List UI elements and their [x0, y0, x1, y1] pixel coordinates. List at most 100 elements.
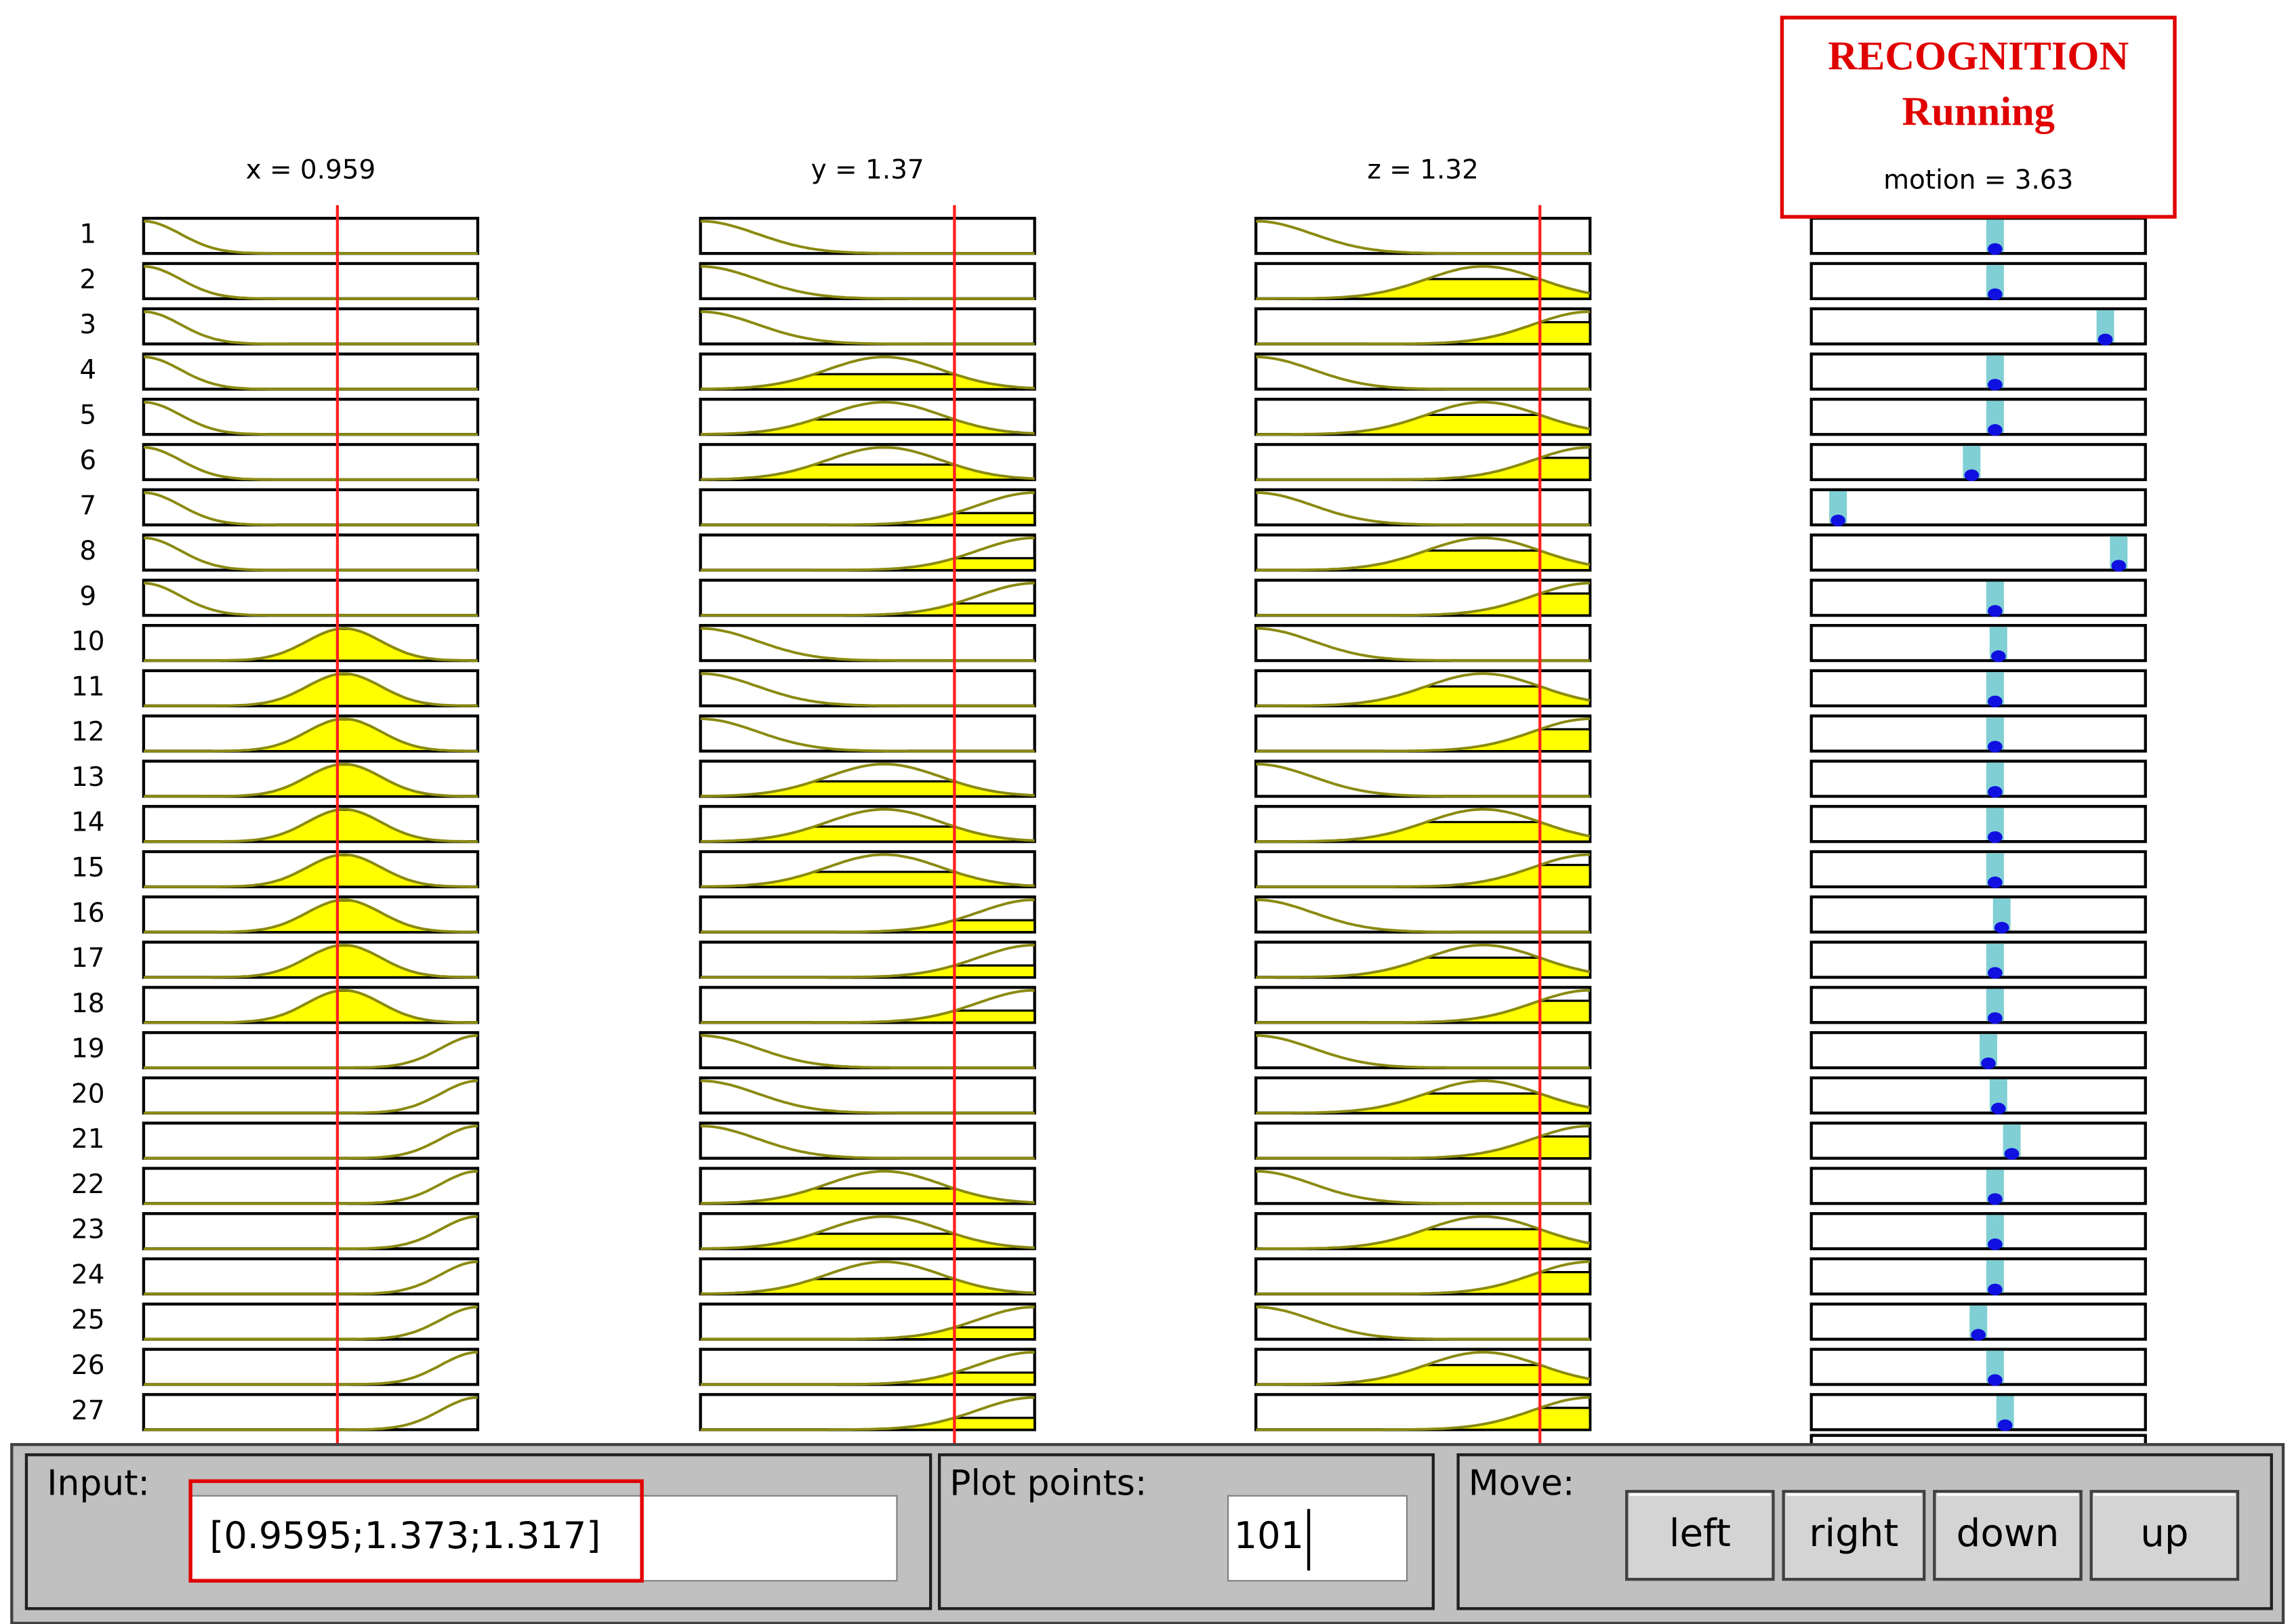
output-box	[1809, 895, 2147, 934]
output-box	[1809, 307, 2147, 346]
mf-curve	[1256, 808, 1591, 844]
plot-points-field[interactable]	[1227, 1495, 1408, 1582]
move-button-label[interactable]: down	[1957, 1512, 2060, 1556]
output-box	[1809, 940, 2147, 979]
input-value[interactable]: [0.9595;1.373;1.317]	[209, 1514, 600, 1557]
rule-number: 20	[71, 1079, 105, 1109]
move-button[interactable]	[1625, 1490, 1775, 1581]
mf-curve	[700, 762, 1035, 797]
move-button[interactable]	[1782, 1490, 1926, 1581]
output-dot	[1988, 424, 2003, 436]
output-dot	[1997, 1419, 2013, 1432]
mf-curve	[1256, 627, 1591, 662]
mf-box	[142, 533, 480, 572]
move-button[interactable]	[1933, 1490, 2083, 1581]
output-dot	[1988, 741, 2003, 753]
output-dot	[1988, 876, 2003, 889]
mf-curve	[700, 1079, 1035, 1115]
input-label: y = 1.37	[811, 154, 924, 185]
mf-curve	[700, 1306, 1035, 1341]
mf-curve	[700, 355, 1035, 391]
input-highlight	[188, 1479, 644, 1583]
mf-curve	[1256, 220, 1591, 255]
output-box	[1809, 624, 2147, 663]
mf-box	[142, 579, 480, 617]
output-box	[1809, 669, 2147, 707]
mf-curve	[1256, 1125, 1591, 1160]
plot-points-value[interactable]: 101	[1234, 1514, 1304, 1557]
output-box	[1809, 488, 2147, 526]
mf-box	[1254, 1167, 1592, 1205]
mf-box	[699, 714, 1036, 753]
output-dot	[1988, 1012, 2003, 1024]
output-box	[1809, 398, 2147, 436]
mf-box	[1254, 352, 1592, 391]
mf-curve	[1256, 1260, 1591, 1295]
output-box	[1809, 1076, 2147, 1115]
mf-curve	[143, 446, 478, 481]
mf-curve	[700, 1350, 1035, 1386]
move-button-label[interactable]: right	[1809, 1512, 1898, 1556]
rule-plots: x = 0.959 y = 1.37 z = 1.32123456789101112…	[71, 154, 2147, 1452]
mf-curve	[1256, 1306, 1591, 1341]
mf-curve	[1256, 1215, 1591, 1251]
move-button-label[interactable]: left	[1669, 1512, 1731, 1556]
mf-curve	[143, 944, 478, 979]
output-box	[1809, 1348, 2147, 1386]
mf-box	[699, 262, 1036, 301]
output-box	[1809, 805, 2147, 844]
rule-number: 27	[71, 1396, 105, 1426]
mf-curve	[700, 898, 1035, 934]
output-dot	[1988, 379, 2003, 391]
mf-curve	[143, 1169, 478, 1205]
mf-curve	[143, 717, 478, 753]
output-dot	[1988, 243, 2003, 255]
output-box	[1809, 850, 2147, 889]
mf-curve	[143, 265, 478, 300]
status: Running	[1902, 89, 2054, 135]
output-box	[1809, 714, 2147, 753]
mf-curve	[143, 355, 478, 391]
mf-curve	[700, 581, 1035, 617]
rule-number: 4	[79, 355, 96, 386]
mf-curve	[143, 491, 478, 526]
status-title: RECOGNITION	[1828, 34, 2129, 79]
output-box	[1809, 759, 2147, 798]
rule-number: 2	[79, 264, 96, 295]
rule-number: 18	[71, 988, 105, 1019]
output-dot	[2004, 1148, 2020, 1160]
rule-number: 3	[79, 310, 96, 340]
mf-curve	[700, 446, 1035, 481]
mf-curve	[143, 400, 478, 436]
mf-curve	[1256, 581, 1591, 617]
mf-curve	[700, 1125, 1035, 1160]
output-label: motion = 3.63	[1883, 165, 2073, 196]
mf-box	[699, 1076, 1036, 1115]
mf-box	[142, 1393, 480, 1432]
mf-curve	[700, 717, 1035, 753]
mf-curve	[1256, 898, 1591, 934]
mf-box	[142, 442, 480, 482]
move-button-label[interactable]: up	[2140, 1512, 2188, 1556]
mf-curve	[700, 1215, 1035, 1250]
mf-curve	[700, 310, 1035, 346]
mf-curve	[1256, 265, 1591, 300]
move-button[interactable]	[2089, 1490, 2240, 1581]
mf-curve	[700, 808, 1035, 843]
mf-curve	[700, 988, 1035, 1024]
mf-curve	[143, 898, 478, 934]
rule-number: 6	[79, 446, 96, 476]
rule-number: 19	[71, 1034, 105, 1064]
rule-number: 25	[71, 1305, 105, 1335]
mf-curve	[1256, 1350, 1591, 1386]
mf-box	[142, 1212, 480, 1251]
move-label: Move:	[1469, 1463, 1575, 1504]
mf-curve	[143, 762, 478, 798]
output-dot	[1988, 786, 2003, 798]
mf-curve	[143, 808, 478, 844]
input-field[interactable]	[190, 1495, 898, 1582]
mf-curve	[1256, 537, 1591, 572]
rule-number: 1	[79, 220, 96, 250]
output-dot	[1988, 967, 2003, 979]
